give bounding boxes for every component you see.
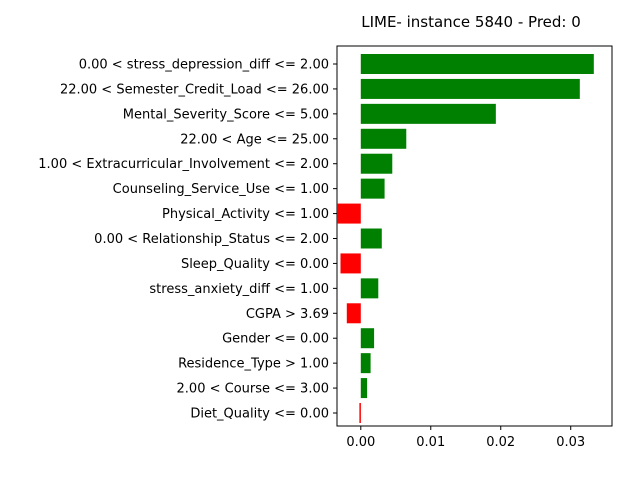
bar-5 bbox=[360, 178, 385, 199]
y-tick-label: 1.00 < Extracurricular_Involvement <= 2.… bbox=[38, 157, 329, 172]
bars-group bbox=[337, 54, 594, 423]
bar-14 bbox=[359, 403, 361, 423]
x-ticks: 0.00 0.01 0.02 0.03 bbox=[346, 426, 585, 450]
y-tick-labels: 0.00 < stress_depression_diff <= 2.00 22.… bbox=[38, 58, 337, 422]
y-tick-label: CGPA > 3.69 bbox=[246, 307, 329, 322]
x-tick-label: 0.03 bbox=[556, 435, 585, 450]
bar-9 bbox=[360, 278, 379, 299]
bar-2 bbox=[360, 103, 496, 124]
chart-title: LIME- instance 5840 - Pred: 0 bbox=[361, 13, 581, 31]
x-tick-label: 0.00 bbox=[346, 435, 375, 450]
bar-10 bbox=[346, 303, 361, 324]
y-tick-label: 22.00 < Age <= 25.00 bbox=[180, 132, 329, 147]
bar-8 bbox=[340, 253, 361, 274]
y-tick-label: stress_anxiety_diff <= 1.00 bbox=[149, 282, 329, 297]
x-tick-label: 0.02 bbox=[486, 435, 515, 450]
bar-1 bbox=[360, 78, 580, 99]
y-tick-label: Mental_Severity_Score <= 5.00 bbox=[123, 107, 329, 122]
y-tick-label: Diet_Quality <= 0.00 bbox=[190, 407, 329, 422]
plot-frame bbox=[336, 45, 613, 427]
y-tick-label: Physical_Activity <= 1.00 bbox=[162, 207, 329, 222]
y-tick-label: 0.00 < stress_depression_diff <= 2.00 bbox=[79, 58, 329, 73]
x-tick-label: 0.01 bbox=[416, 435, 445, 450]
bar-0 bbox=[360, 54, 594, 74]
bar-11 bbox=[360, 328, 375, 349]
bar-7 bbox=[360, 228, 382, 249]
bar-6 bbox=[337, 203, 361, 224]
y-tick-label: Counseling_Service_Use <= 1.00 bbox=[113, 182, 329, 197]
bar-4 bbox=[360, 153, 393, 174]
y-tick-label: Residence_Type > 1.00 bbox=[178, 357, 329, 372]
y-tick-label: 22.00 < Semester_Credit_Load <= 26.00 bbox=[60, 82, 329, 97]
y-tick-label: Sleep_Quality <= 0.00 bbox=[181, 257, 329, 272]
bar-13 bbox=[360, 378, 368, 399]
y-tick-label: 2.00 < Course <= 3.00 bbox=[177, 382, 329, 397]
y-tick-label: Gender <= 0.00 bbox=[222, 332, 329, 347]
y-tick-label: 0.00 < Relationship_Status <= 2.00 bbox=[94, 232, 329, 247]
bar-3 bbox=[360, 128, 407, 149]
bar-12 bbox=[360, 353, 371, 374]
